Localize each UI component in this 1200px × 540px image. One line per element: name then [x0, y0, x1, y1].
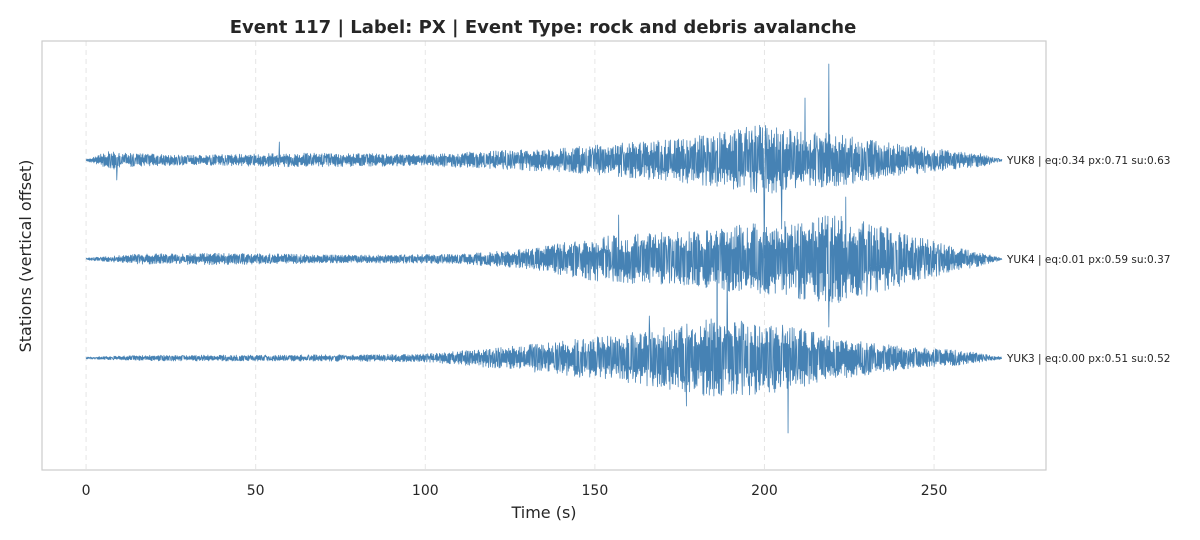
plot-frame: [41, 40, 1047, 471]
trace-yuk8: [85, 63, 1003, 259]
trace-yuk3: [85, 265, 1002, 434]
x-tick-labels: 0 50 100 150 200 250: [82, 483, 948, 499]
x-axis-label: Time (s): [510, 503, 576, 522]
station-label-yuk3: YUK3 | eq:0.00 px:0.51 su:0.52: [1006, 353, 1170, 365]
chart-title: Event 117 | Label: PX | Event Type: rock…: [230, 17, 857, 38]
x-tick-label-150: 150: [582, 483, 609, 499]
x-tick-label-0: 0: [82, 483, 91, 499]
station-label-yuk4: YUK4 | eq:0.01 px:0.59 su:0.37: [1006, 254, 1170, 266]
x-tick-label-250: 250: [921, 483, 948, 499]
y-axis-label: Stations (vertical offset): [16, 160, 35, 353]
x-tick-label-200: 200: [751, 483, 778, 499]
trace-yuk4: [85, 196, 1003, 328]
traces: [85, 63, 1003, 434]
x-tick-label-50: 50: [247, 483, 265, 499]
x-tick-label-100: 100: [412, 483, 439, 499]
station-labels: YUK8 | eq:0.34 px:0.71 su:0.63 YUK4 | eq:…: [1006, 155, 1170, 365]
station-label-yuk8: YUK8 | eq:0.34 px:0.71 su:0.63: [1006, 155, 1170, 167]
